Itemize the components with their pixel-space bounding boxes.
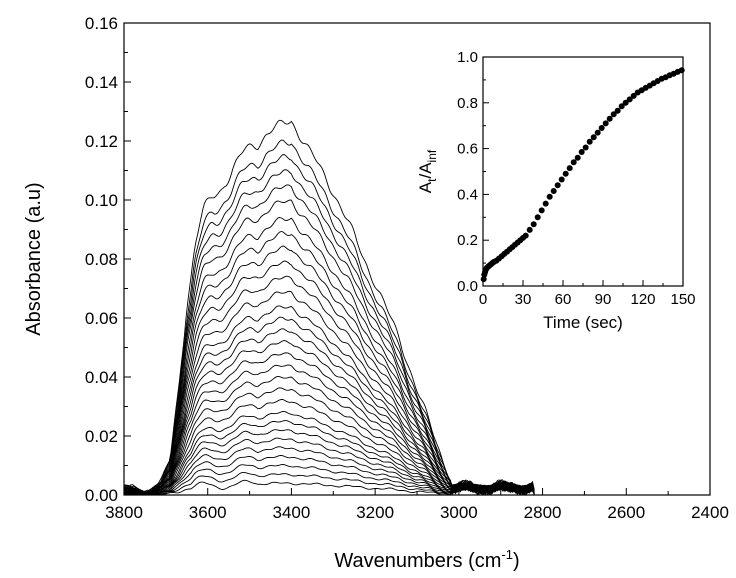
inset-point-43 — [602, 120, 609, 127]
inset-point-41 — [594, 129, 601, 136]
inset-point-40 — [590, 134, 597, 141]
inset-point-27 — [538, 207, 545, 214]
inset-x-tick-label-0: 0 — [479, 291, 487, 308]
inset-point-29 — [546, 193, 553, 200]
inset-point-38 — [582, 144, 589, 151]
inset-point-48 — [622, 99, 629, 106]
spectrum-line-23 — [123, 420, 535, 496]
inset-point-50 — [630, 92, 637, 99]
inset-point-25 — [530, 221, 537, 228]
spectrum-line-28 — [123, 464, 535, 496]
y-tick-label-0.16: 0.16 — [85, 14, 118, 33]
y-tick-label-0.00: 0.00 — [85, 486, 118, 505]
inset-point-42 — [598, 125, 605, 131]
inset-x-axis-label: Time (sec) — [543, 313, 623, 332]
x-tick-label-2800: 2800 — [524, 503, 562, 522]
inset-point-46 — [614, 107, 621, 114]
spectrum-line-1 — [123, 119, 535, 496]
inset-y-tick-label-0.4: 0.4 — [457, 186, 478, 203]
y-tick-label-0.10: 0.10 — [85, 191, 118, 210]
x-tick-label-3400: 3400 — [273, 503, 311, 522]
inset-point-24 — [526, 226, 533, 233]
spectrum-line-29 — [123, 471, 535, 496]
y-tick-label-0.08: 0.08 — [85, 250, 118, 269]
spectrum-line-12 — [123, 290, 535, 496]
y-tick-label-0.14: 0.14 — [85, 73, 118, 92]
y-tick-label-0.12: 0.12 — [85, 132, 118, 151]
inset-y-axis-label: At/Ainf — [416, 149, 439, 193]
x-axis-label: Wavenumbers (cm-1) — [334, 547, 519, 572]
inset-x-tick-label-120: 120 — [630, 291, 655, 308]
inset-point-26 — [534, 214, 541, 221]
inset-point-23 — [522, 232, 529, 239]
inset-point-28 — [542, 200, 549, 207]
inset-point-49 — [626, 96, 633, 103]
inset-point-35 — [570, 159, 577, 166]
inset-point-47 — [618, 103, 625, 110]
x-tick-label-3200: 3200 — [356, 503, 394, 522]
y-tick-label-0.04: 0.04 — [85, 368, 118, 387]
spectrum-line-25 — [123, 437, 535, 496]
inset-point-1 — [480, 276, 487, 283]
inset-point-37 — [578, 149, 585, 155]
x-tick-label-3600: 3600 — [189, 503, 227, 522]
inset-point-34 — [566, 165, 573, 172]
inset-point-45 — [610, 111, 617, 118]
inset-point-32 — [558, 176, 565, 183]
x-tick-label-2600: 2600 — [607, 503, 645, 522]
inset-point-31 — [554, 182, 561, 189]
x-tick-label-3800: 3800 — [105, 503, 143, 522]
inset-plot: 0 30 60 90 120 150 0.0 0.2 0.4 0.6 0.8 1.0 Time (sec… — [416, 49, 696, 332]
y-axis-label: Absorbance (a.u) — [23, 182, 45, 335]
inset-point-36 — [574, 154, 581, 161]
inset-x-tick-label-60: 60 — [555, 291, 572, 308]
inset-point-44 — [606, 115, 613, 122]
x-tick-label-2400: 2400 — [691, 503, 729, 522]
y-tick-label-0.06: 0.06 — [85, 309, 118, 328]
inset-point-39 — [586, 138, 593, 145]
spectrum-line-18 — [123, 364, 535, 496]
inset-y-tick-label-0.6: 0.6 — [457, 141, 478, 158]
inset-x-tick-label-30: 30 — [515, 291, 532, 308]
inset-point-62 — [678, 67, 685, 74]
inset-point-30 — [550, 188, 557, 194]
inset-y-tick-label-1.0: 1.0 — [457, 49, 478, 66]
inset-point-33 — [562, 170, 569, 177]
spectrum-line-30 — [123, 479, 535, 496]
spectrum-line-8 — [123, 231, 535, 496]
x-tick-label-3000: 3000 — [440, 503, 478, 522]
inset-y-tick-label-0.2: 0.2 — [457, 232, 478, 249]
inset-y-tick-label-0.8: 0.8 — [457, 95, 478, 112]
absorbance-spectra-series — [123, 119, 535, 496]
inset-plot-frame — [482, 56, 684, 287]
inset-x-tick-label-90: 90 — [595, 291, 612, 308]
y-tick-label-0.02: 0.02 — [85, 427, 118, 446]
inset-y-tick-label-0.0: 0.0 — [457, 278, 478, 295]
inset-x-tick-label-150: 150 — [670, 291, 695, 308]
main-axes: 3800 3600 3400 3200 3000 2800 2600 2400 0.00 0.02… — [23, 14, 729, 572]
spectrum-line-6 — [123, 199, 535, 496]
